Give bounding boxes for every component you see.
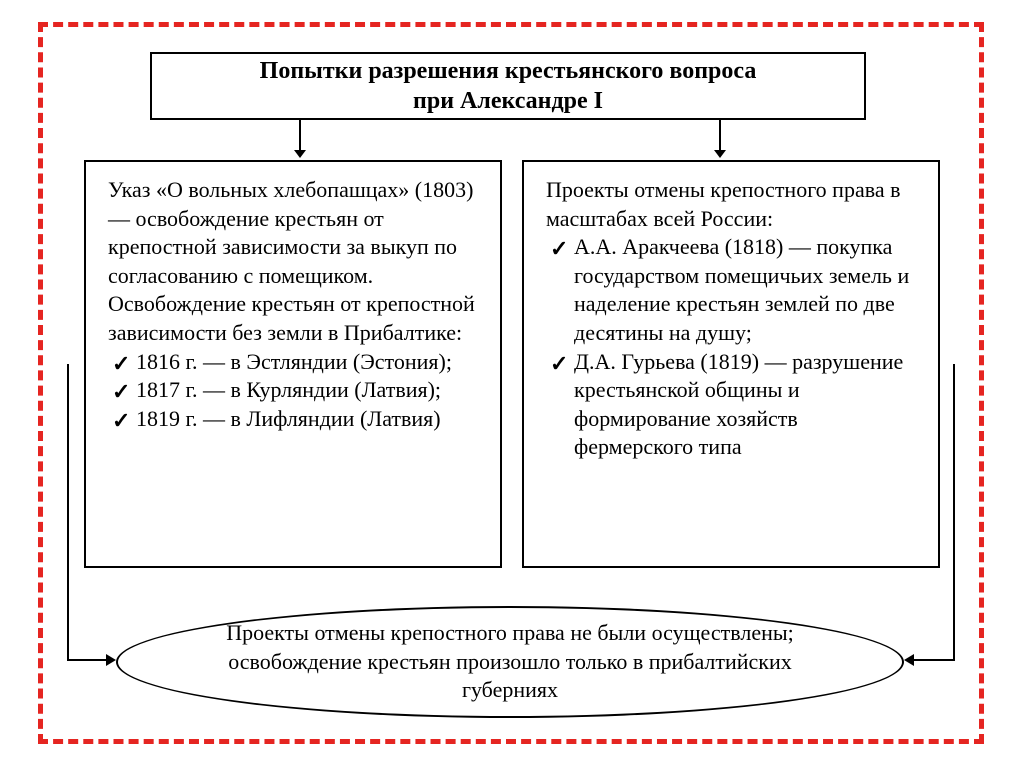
list-item: ✓1816 г. — в Эстляндии (Эстония); <box>108 348 482 377</box>
conclusion-text: Проекты отмены крепостного права не были… <box>178 619 842 705</box>
check-icon: ✓ <box>550 350 568 379</box>
list-item: ✓1817 г. — в Курляндии (Латвия); <box>108 376 482 405</box>
list-item-text: А.А. Аракчеева (1818) — покупка государс… <box>574 234 909 345</box>
list-item-text: Д.А. Гурьева (1819) — разрушение крестья… <box>574 349 903 460</box>
list-item-text: 1817 г. — в Курляндии (Латвия); <box>136 377 441 402</box>
left-content-box: Указ «О вольных хлебопаш­цах» (1803) — о… <box>84 160 502 568</box>
list-item: ✓А.А. Аракчеева (1818) — покупка государ… <box>546 233 920 347</box>
right-item-list: ✓А.А. Аракчеева (1818) — покупка государ… <box>546 233 920 462</box>
list-item: ✓1819 г. — в Лифляндии (Латвия) <box>108 405 482 434</box>
right-content-box: Проекты отмены крепостного права в масшт… <box>522 160 940 568</box>
right-intro-text: Проекты отмены крепостного права в масшт… <box>546 176 920 233</box>
title-box: Попытки разрешения крестьянского вопроса… <box>150 52 866 120</box>
list-item: ✓Д.А. Гурьева (1819) — разрушение кресть… <box>546 348 920 462</box>
title-text: Попытки разрешения крестьянского вопроса… <box>260 56 757 116</box>
left-item-list: ✓1816 г. — в Эстляндии (Эстония);✓1817 г… <box>108 348 482 434</box>
list-item-text: 1819 г. — в Лифляндии (Латвия) <box>136 406 441 431</box>
check-icon: ✓ <box>550 235 568 264</box>
list-item-text: 1816 г. — в Эстляндии (Эстония); <box>136 349 452 374</box>
left-intro-text: Указ «О вольных хлебопаш­цах» (1803) — о… <box>108 176 482 348</box>
conclusion-ellipse: Проекты отмены крепостного права не были… <box>116 606 904 718</box>
